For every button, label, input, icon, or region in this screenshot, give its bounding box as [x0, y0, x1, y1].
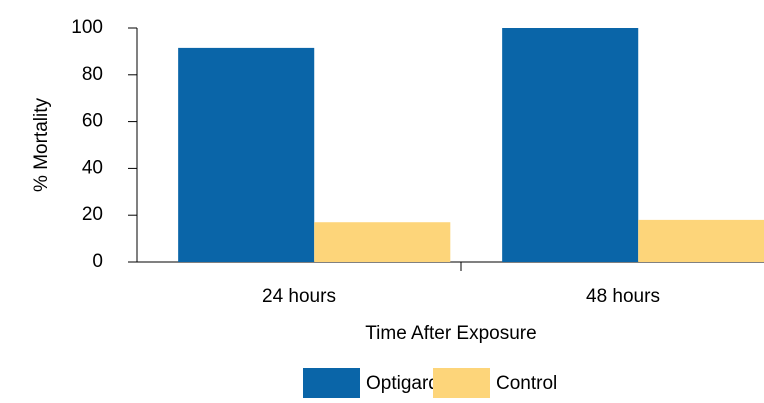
- bar: [638, 219, 764, 262]
- bar: [314, 222, 451, 262]
- x-tick-label: 48 hours: [586, 286, 660, 307]
- y-tick-label: 0: [92, 251, 103, 272]
- y-tick-label: 20: [82, 204, 103, 225]
- legend-label: Control: [496, 373, 557, 394]
- legend-swatch: [433, 368, 490, 398]
- y-axis-label: % Mortality: [31, 98, 52, 192]
- bar: [502, 28, 639, 262]
- y-tick-label: 100: [71, 17, 103, 38]
- y-tick-label: 40: [82, 157, 103, 178]
- bar: [178, 47, 315, 262]
- x-tick-label: 24 hours: [262, 286, 336, 307]
- y-tick-label: 60: [82, 111, 103, 132]
- y-tick-label: 80: [82, 64, 103, 85]
- legend-swatch: [303, 368, 360, 398]
- x-axis-label: Time After Exposure: [365, 323, 536, 344]
